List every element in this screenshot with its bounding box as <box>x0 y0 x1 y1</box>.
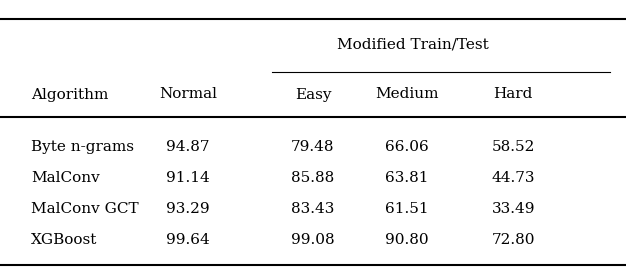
Text: 33.49: 33.49 <box>491 202 535 216</box>
Text: MalConv GCT: MalConv GCT <box>31 202 139 216</box>
Text: 72.80: 72.80 <box>491 233 535 247</box>
Text: 79.48: 79.48 <box>291 140 335 154</box>
Text: 99.08: 99.08 <box>291 233 335 247</box>
Text: Modified Train/Test: Modified Train/Test <box>337 38 489 52</box>
Text: 85.88: 85.88 <box>291 171 335 185</box>
Text: 66.06: 66.06 <box>385 140 429 154</box>
Text: Algorithm: Algorithm <box>31 87 109 102</box>
Text: 94.87: 94.87 <box>166 140 210 154</box>
Text: Medium: Medium <box>375 87 439 102</box>
Text: Easy: Easy <box>295 87 331 102</box>
Text: Hard: Hard <box>494 87 533 102</box>
Text: XGBoost: XGBoost <box>31 233 98 247</box>
Text: 63.81: 63.81 <box>385 171 429 185</box>
Text: Normal: Normal <box>159 87 217 102</box>
Text: 90.80: 90.80 <box>385 233 429 247</box>
Text: 83.43: 83.43 <box>291 202 335 216</box>
Text: 99.64: 99.64 <box>166 233 210 247</box>
Text: 91.14: 91.14 <box>166 171 210 185</box>
Text: 58.52: 58.52 <box>491 140 535 154</box>
Text: 44.73: 44.73 <box>491 171 535 185</box>
Text: MalConv: MalConv <box>31 171 100 185</box>
Text: Byte n-grams: Byte n-grams <box>31 140 135 154</box>
Text: 93.29: 93.29 <box>166 202 210 216</box>
Text: 61.51: 61.51 <box>385 202 429 216</box>
